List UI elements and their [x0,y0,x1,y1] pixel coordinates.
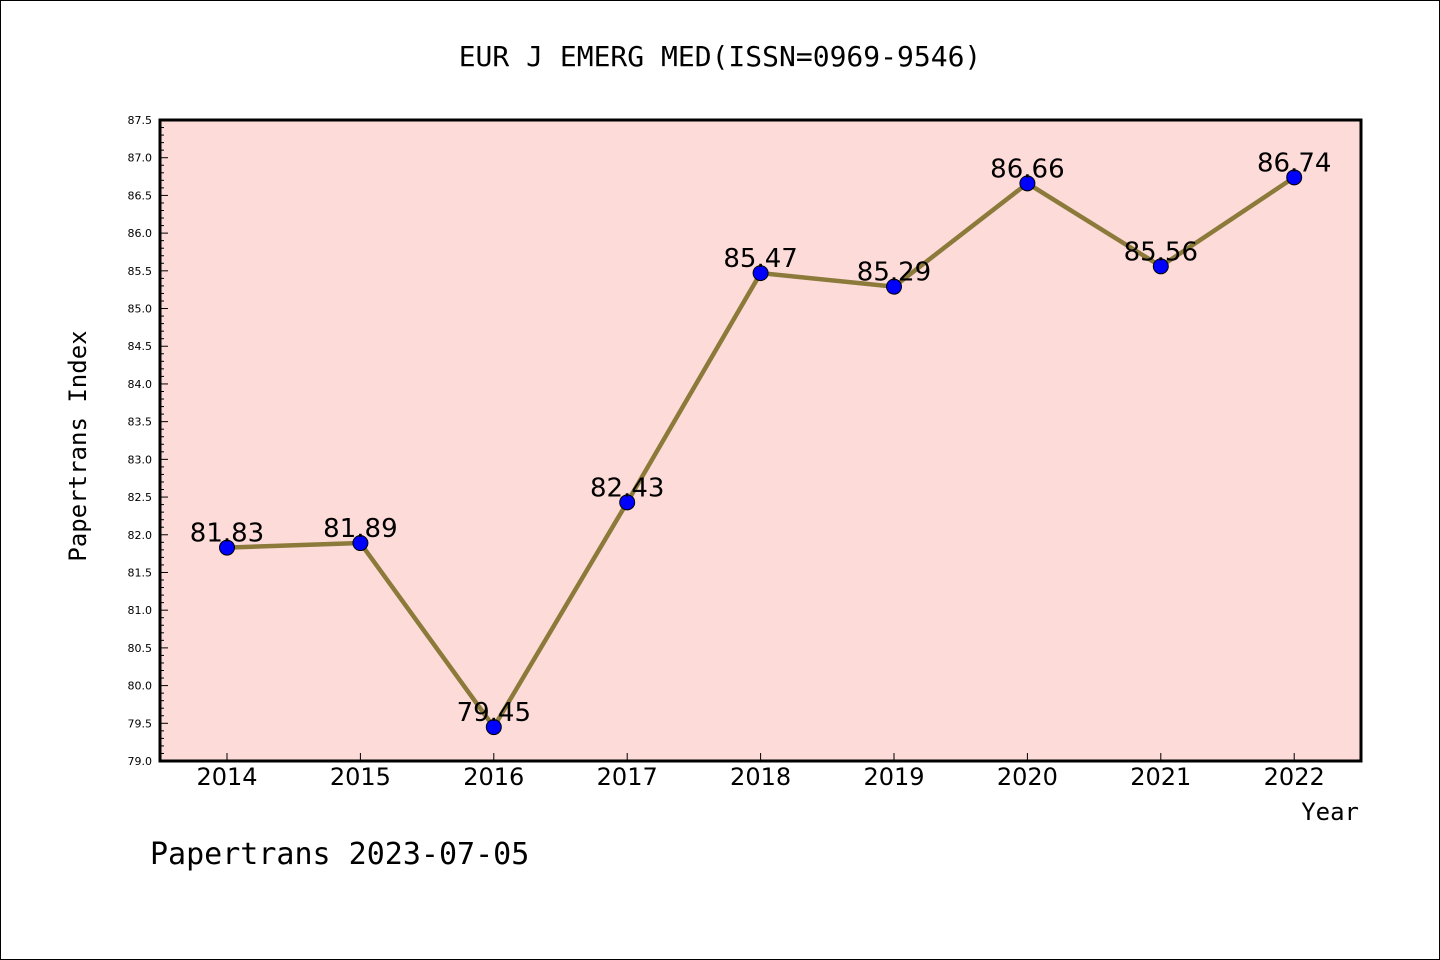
x-tick-label: 2017 [597,763,658,791]
y-tick-label: 79.5 [128,717,153,730]
data-label: 85.47 [723,244,797,274]
y-tick-label: 81.5 [128,566,153,579]
plot-area [160,120,1361,761]
data-label: 86.66 [990,154,1064,184]
y-tick-label: 80.5 [128,642,153,655]
x-tick-label: 2021 [1130,763,1191,791]
x-axis-label: Year [1301,798,1359,826]
y-tick-label: 83.0 [128,453,153,466]
y-axis-label: Papertrans Index [64,330,92,561]
x-tick-label: 2018 [730,763,791,791]
y-tick-label: 86.0 [128,227,153,240]
data-point [752,265,769,282]
data-label: 85.29 [857,258,931,288]
y-tick-label: 84.0 [128,378,153,391]
x-tick-label: 2014 [196,763,257,791]
x-tick-label: 2016 [463,763,524,791]
y-tick-label: 81.0 [128,604,153,617]
x-tick-label: 2019 [863,763,924,791]
data-point [1152,258,1169,275]
data-label: 79.45 [457,698,531,728]
data-point [219,539,235,556]
y-tick-label: 84.5 [128,340,153,353]
x-axis: 2014 2015 2016 2017 2018 2019 2020 2021 2022 [196,753,1325,791]
y-tick-label: 87.0 [128,152,153,165]
footer-text: Papertrans 2023-07-05 [150,837,529,872]
data-label: 81.83 [190,519,264,549]
y-axis: 79.0 79.5 80.0 80.5 81.0 81.5 82.0 82.5 83.0 83.5… [128,114,168,768]
data-point [1019,175,1036,192]
data-label: 86.74 [1257,148,1331,178]
data-point [352,535,369,552]
y-tick-label: 79.0 [128,755,153,768]
data-point [886,278,902,295]
chart-title: EUR J EMERG MED(ISSN=0969-9546) [459,40,982,73]
y-tick-label: 87.5 [128,114,153,127]
data-point [619,494,636,511]
x-tick-label: 2020 [997,763,1058,791]
data-label: 81.89 [323,514,397,544]
plot-border [158,118,1363,763]
y-tick-label: 82.0 [128,529,153,542]
series-group: 81.83 81.89 79.45 82.43 85.47 85.29 86.66 85.56… [190,148,1331,736]
y-tick-label: 80.0 [128,680,153,693]
x-tick-label: 2015 [330,763,391,791]
data-point [485,719,502,736]
y-tick-label: 83.5 [128,416,153,429]
y-tick-label: 82.5 [128,491,153,504]
data-label: 82.43 [590,473,664,503]
data-label: 85.56 [1124,237,1198,267]
data-point [1286,169,1303,186]
y-tick-label: 85.5 [128,265,153,278]
x-tick-label: 2022 [1264,763,1325,791]
y-tick-label: 85.0 [128,303,153,316]
y-tick-label: 86.5 [128,189,153,202]
